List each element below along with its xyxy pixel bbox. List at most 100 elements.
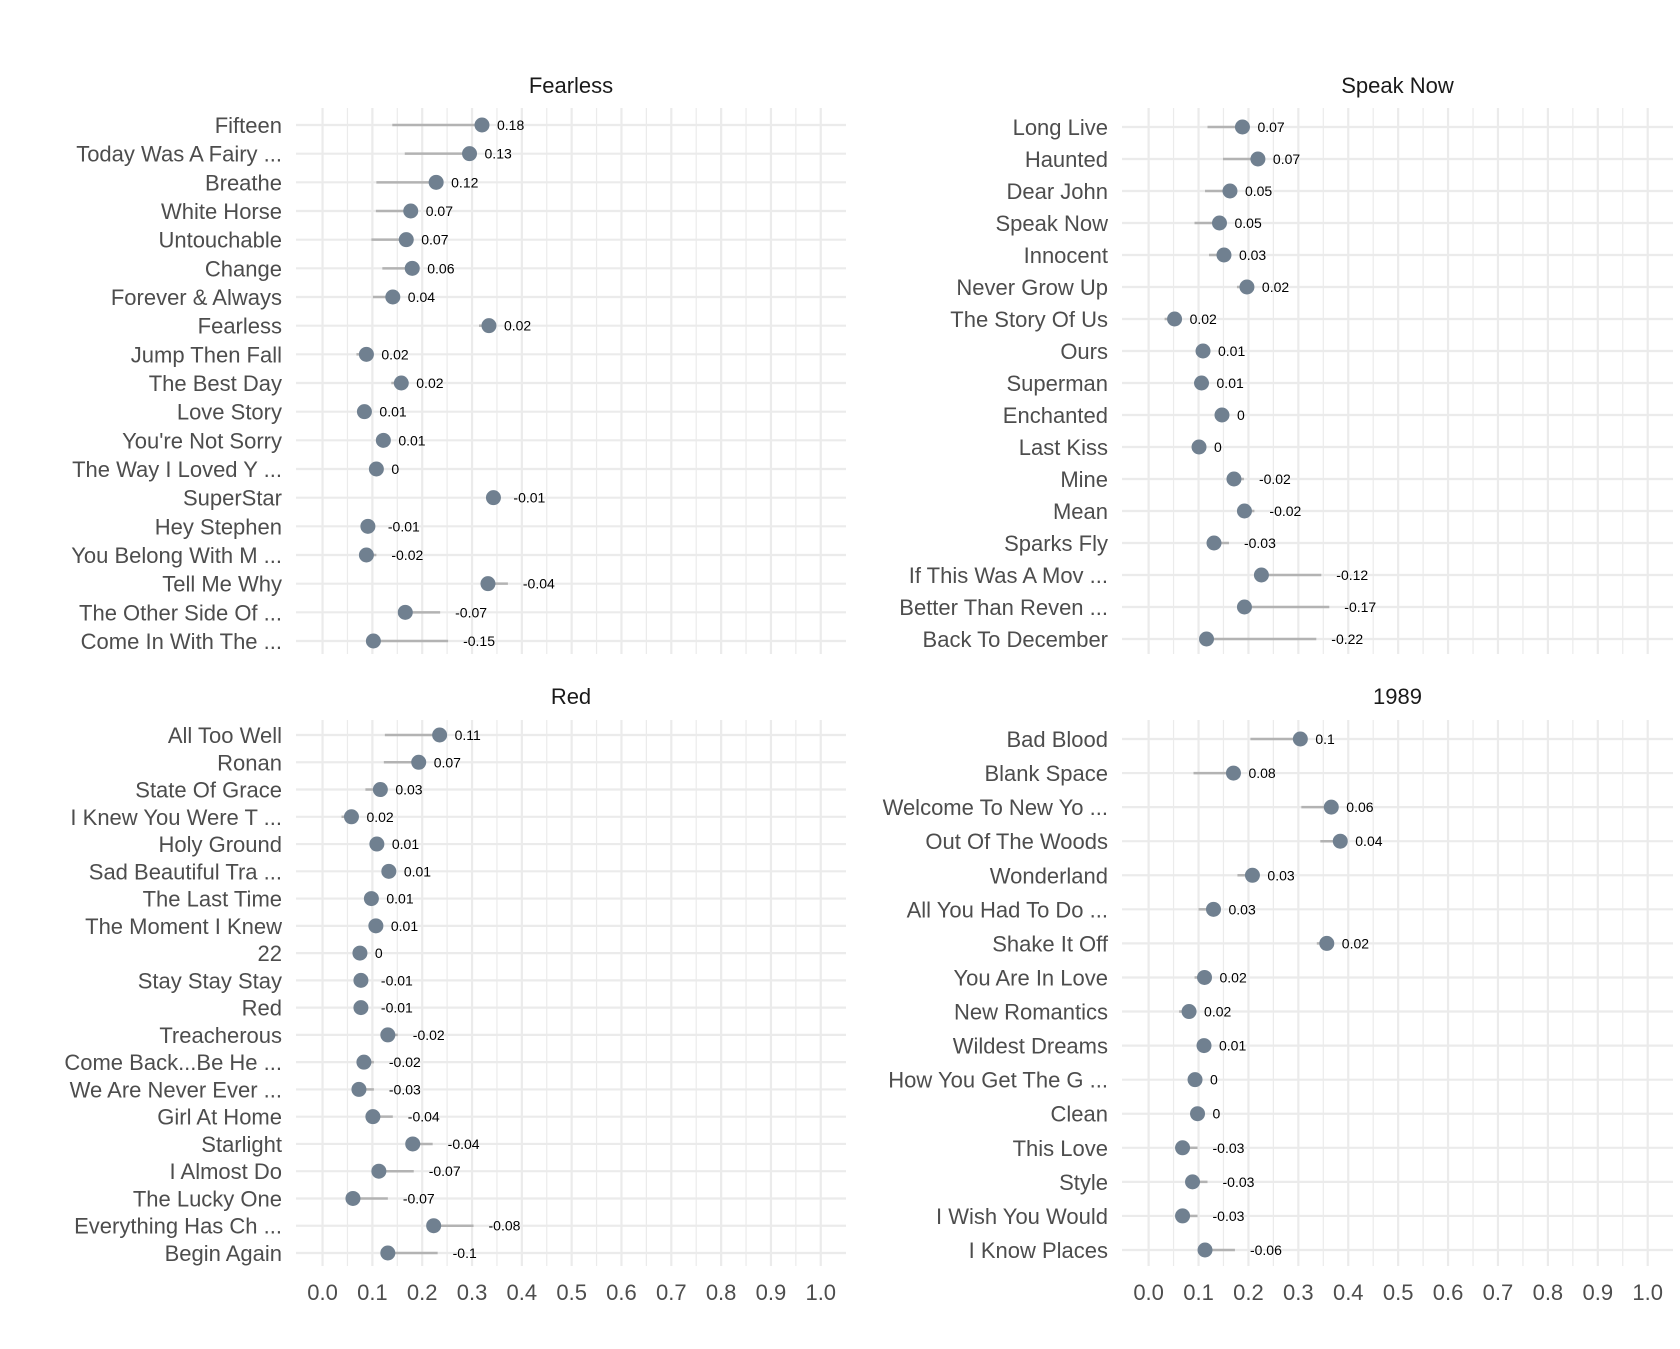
category-label: Speak Now: [995, 211, 1108, 236]
data-point: [404, 260, 420, 276]
x-tick-label: 1.0: [805, 1280, 836, 1305]
data-label: 0.07: [421, 232, 448, 248]
data-point: [1214, 407, 1230, 423]
data-point: [405, 1136, 421, 1152]
data-point: [474, 117, 490, 133]
category-label: I Knew You Were T ...: [70, 805, 282, 830]
data-label: -0.01: [381, 1000, 413, 1016]
panel-2: Red All Too Well 0.11 Ronan 0.07 State Of Gra…: [64, 684, 846, 1305]
data-label: 0.11: [455, 727, 481, 743]
data-point: [385, 289, 401, 305]
data-point: [1236, 599, 1252, 615]
x-tick-label: 0.1: [1183, 1280, 1214, 1305]
category-label: Wonderland: [990, 863, 1108, 888]
data-label: -0.07: [403, 1190, 435, 1206]
data-label: 0: [391, 461, 399, 477]
x-tick-label: 0.5: [1383, 1280, 1414, 1305]
category-label: The Last Time: [143, 887, 282, 912]
data-label: 0: [1237, 407, 1245, 423]
category-label: Hey Stephen: [155, 514, 282, 539]
data-label: 0.01: [379, 404, 406, 420]
data-point: [1253, 567, 1269, 583]
data-point: [352, 945, 368, 961]
data-point: [343, 809, 359, 825]
x-tick-label: 0.8: [1533, 1280, 1564, 1305]
data-point: [411, 754, 427, 770]
data-label: 0.03: [1228, 901, 1255, 917]
category-label: I Know Places: [969, 1238, 1108, 1263]
data-point: [480, 576, 496, 592]
x-tick-label: 0.3: [1283, 1280, 1314, 1305]
data-label: 0.12: [451, 174, 478, 190]
x-tick-label: 0.8: [706, 1280, 737, 1305]
data-point: [1175, 1140, 1191, 1156]
category-label: The Story Of Us: [950, 307, 1108, 332]
category-label: 22: [258, 941, 282, 966]
category-label: Better Than Reven ...: [899, 595, 1108, 620]
category-label: If This Was A Mov ...: [909, 563, 1108, 588]
category-label: Breathe: [205, 170, 282, 195]
category-label: Bad Blood: [1006, 727, 1108, 752]
data-label: 0.01: [398, 432, 425, 448]
data-point: [381, 863, 397, 879]
category-label: White Horse: [161, 199, 282, 224]
category-label: You Belong With M ...: [71, 543, 282, 568]
data-label: 0.01: [1217, 375, 1244, 391]
data-label: -0.04: [448, 1136, 480, 1152]
category-label: Forever & Always: [111, 285, 282, 310]
data-point: [1196, 1038, 1212, 1054]
data-label: 0.02: [504, 318, 531, 334]
panel-3: 1989 Bad Blood 0.1 Blank Space 0.08 Welcome T…: [883, 684, 1673, 1305]
x-tick-label: 0.7: [656, 1280, 687, 1305]
data-point: [369, 836, 385, 852]
category-label: Jump Then Fall: [131, 342, 282, 367]
data-point: [375, 432, 391, 448]
data-point: [351, 1081, 367, 1097]
category-label: Today Was A Fairy ...: [76, 142, 282, 167]
category-label: Superman: [1006, 371, 1108, 396]
data-point: [1197, 969, 1213, 985]
category-label: Welcome To New Yo ...: [883, 795, 1108, 820]
data-point: [1197, 1242, 1213, 1258]
x-tick-label: 0.2: [407, 1280, 438, 1305]
data-point: [1205, 901, 1221, 917]
x-tick-label: 0.9: [756, 1280, 787, 1305]
data-point: [1185, 1174, 1201, 1190]
data-point: [1323, 799, 1339, 815]
category-label: Ours: [1060, 339, 1108, 364]
category-label: You Are In Love: [953, 965, 1108, 990]
data-label: -0.04: [408, 1109, 440, 1125]
data-label: 0.18: [497, 117, 524, 133]
category-label: Untouchable: [158, 228, 282, 253]
category-label: Tell Me Why: [162, 572, 282, 597]
category-label: Haunted: [1025, 147, 1108, 172]
category-label: Treacherous: [159, 1023, 282, 1048]
data-label: -0.02: [391, 547, 423, 563]
data-label: -0.03: [1213, 1140, 1245, 1156]
panel-title: 1989: [1373, 684, 1422, 709]
x-tick-label: 0.2: [1233, 1280, 1264, 1305]
category-label: Love Story: [177, 400, 282, 425]
category-label: Everything Has Ch ...: [74, 1214, 282, 1239]
data-point: [372, 782, 388, 798]
data-label: -0.22: [1331, 631, 1363, 647]
data-point: [356, 404, 372, 420]
category-label: Back To December: [923, 627, 1108, 652]
data-point: [1211, 215, 1227, 231]
category-label: New Romantics: [954, 1000, 1108, 1025]
category-label: Red: [242, 996, 282, 1021]
category-label: Fearless: [198, 314, 282, 339]
data-point: [345, 1190, 361, 1206]
category-label: Never Grow Up: [956, 275, 1108, 300]
data-label: 0.02: [1220, 969, 1247, 985]
category-label: Enchanted: [1003, 403, 1108, 428]
category-label: Mine: [1060, 467, 1108, 492]
category-label: Out Of The Woods: [925, 829, 1108, 854]
category-label: I Wish You Would: [936, 1204, 1108, 1229]
category-label: You're Not Sorry: [122, 428, 282, 453]
data-point: [1239, 279, 1255, 295]
data-point: [1195, 343, 1211, 359]
data-point: [358, 547, 374, 563]
data-label: 0.02: [416, 375, 443, 391]
